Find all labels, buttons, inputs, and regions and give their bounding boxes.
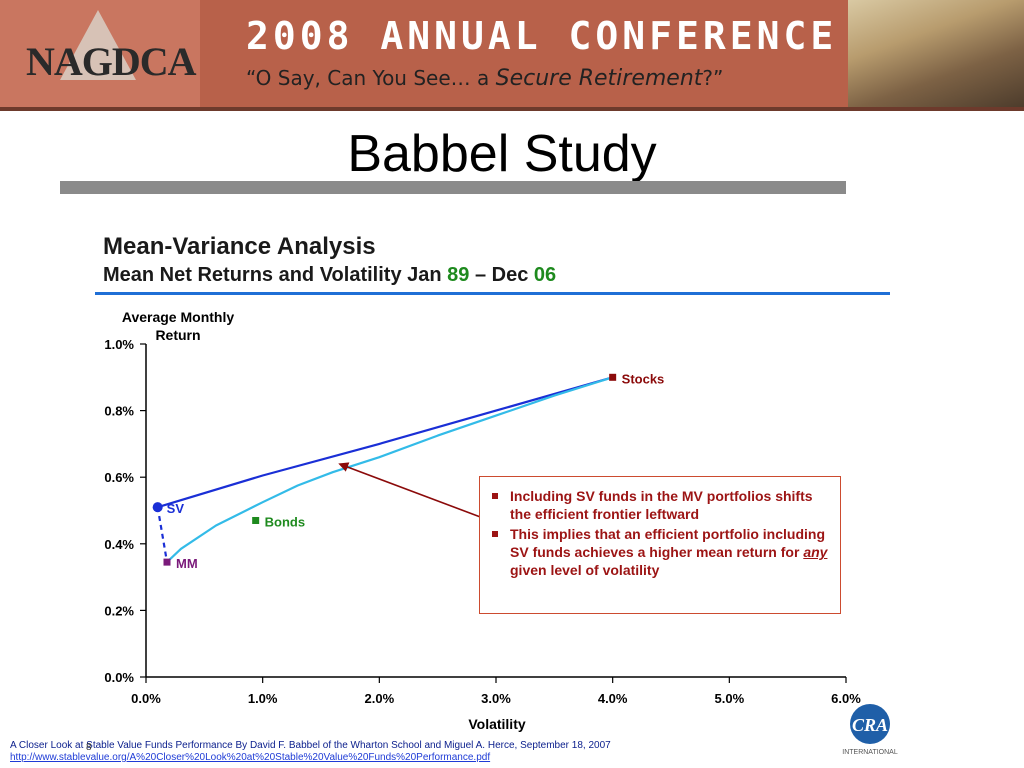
cra-mark: CRA (852, 715, 888, 735)
subheading-year-end: 06 (533, 264, 557, 286)
chart-heading: Mean-Variance Analysis (103, 233, 376, 260)
tagline-emphasis: Secure Retirement (495, 66, 703, 91)
cra-globe-icon (850, 704, 890, 744)
point-bonds (252, 516, 260, 524)
y-tick-label: 0.0% (104, 670, 134, 685)
page-number: 8 (86, 742, 92, 753)
callout-emphasis: any (803, 544, 828, 560)
point-label-bonds: Bonds (265, 514, 305, 529)
point-sv (152, 502, 163, 513)
logo-text: NAGDCA (26, 39, 197, 84)
callout-box: Including SV funds in the MV portfolios … (479, 476, 841, 614)
y-axis-label-line2: Return (155, 327, 200, 343)
nagdca-logo: NAGDCA (0, 0, 200, 107)
cra-international-logo: CRA INTERNATIONAL (842, 704, 898, 756)
point-label-sv: SV (167, 501, 185, 516)
frontier-with-sv (157, 376, 614, 509)
cra-text: INTERNATIONAL (842, 749, 898, 756)
x-tick-label: 1.0% (248, 691, 278, 706)
subheading-year-start: 89 (447, 264, 470, 286)
y-tick-label: 1.0% (104, 337, 134, 352)
y-tick-label: 0.4% (104, 537, 134, 552)
title-rule (60, 181, 846, 194)
data-points: Stocks Bonds MM SV (152, 371, 665, 571)
chart-axes: 0.0% 0.2% 0.4% 0.6% 0.8% 1.0% 0.0% 1.0% 2.0% 3.0%… (104, 337, 861, 706)
conference-title: 2008 ANNUAL CONFERENCE (246, 14, 838, 58)
point-label-stocks: Stocks (622, 371, 665, 386)
subheading-part2: – Dec (469, 264, 534, 286)
conference-tagline: “O Say, Can You See… a Secure Retirement… (246, 66, 723, 91)
page-title: Babbel Study (347, 125, 657, 183)
x-tick-label: 3.0% (481, 691, 511, 706)
point-mm (163, 558, 171, 566)
y-tick-label: 0.8% (104, 404, 134, 419)
x-axis-label: Volatility (468, 716, 526, 732)
callout-text-1: Including SV funds in the MV portfolios … (510, 488, 813, 522)
sv-mm-connector (156, 506, 169, 563)
mean-variance-chart: Average Monthly Return Volatility 0.0%0.… (104, 309, 861, 732)
point-label-mm: MM (176, 556, 198, 571)
point-stocks (609, 373, 617, 381)
frontier-lines (156, 376, 614, 563)
source-link[interactable]: http://www.stablevalue.org/A%20Closer%20… (10, 752, 491, 763)
banner-divider (0, 107, 1024, 111)
subheading-part1: Mean Net Returns and Volatility Jan (103, 264, 448, 286)
callout-item-1: Including SV funds in the MV portfolios … (492, 487, 828, 523)
callout-text-2b: given level of volatility (510, 562, 660, 578)
x-tick-label: 2.0% (365, 691, 395, 706)
x-tick-label: 0.0% (131, 691, 161, 706)
tagline-end: ?” (702, 66, 724, 90)
heading-rule (95, 292, 890, 295)
y-tick-label: 0.2% (104, 603, 134, 618)
x-tick-label: 6.0% (831, 691, 861, 706)
x-tick-label: 4.0% (598, 691, 628, 706)
tagline-start: “O Say, Can You See… a (246, 66, 496, 90)
footer-citation: A Closer Look at Stable Value Funds Perf… (10, 740, 611, 751)
x-tick-label: 5.0% (715, 691, 745, 706)
y-axis-label: Average Monthly (122, 309, 234, 325)
chart-subheading: Mean Net Returns and Volatility Jan 89 –… (103, 264, 556, 287)
callout-text-2a: This implies that an efficient portfolio… (510, 526, 826, 560)
banner-painting-image (848, 0, 1024, 107)
logo-triangle-icon (60, 10, 136, 80)
callout-arrow (338, 462, 484, 519)
y-tick-label: 0.6% (104, 470, 134, 485)
frontier-without-sv (166, 376, 614, 563)
bullet-icon (492, 531, 498, 537)
bullet-icon (492, 493, 498, 499)
callout-item-2: This implies that an efficient portfolio… (492, 525, 828, 579)
